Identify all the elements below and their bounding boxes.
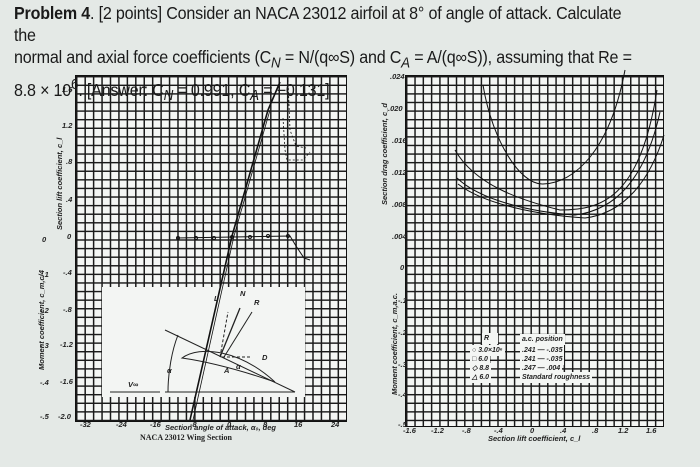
problem-line-2: normal and axial force coefficients (CN …: [14, 47, 632, 72]
legend-row: ○ 3.0×10⁶: [470, 345, 505, 356]
problem-line-3: 8.8 × 106. [Answer: CN = 0.991, CA = −0.…: [14, 77, 330, 105]
problem-line-1: Problem 4. [2 points] Consider an NACA 2…: [14, 3, 622, 45]
drag-curves: [454, 69, 665, 219]
problem-statement: Problem 4. [2 points] Consider an NACA 2…: [14, 2, 646, 108]
legend-ac: .241 — -.035: [520, 354, 565, 365]
legend-row: ◇ 8.8: [470, 363, 492, 374]
legend-r-header: R: [482, 333, 498, 344]
right-x-axis-label: Section lift coefficient, c_l: [488, 434, 581, 443]
lift-curve: [189, 79, 311, 421]
airfoil-diagram: [110, 307, 296, 393]
left-moment-curve: [175, 234, 311, 261]
legend-ac: Standard roughness: [520, 372, 593, 383]
legend-ac: .241 — -.035: [520, 345, 565, 356]
legend-row: △ 6.0: [470, 372, 492, 383]
legend-ac: .247 — .004: [520, 363, 563, 374]
chart-caption: NACA 23012 Wing Section: [140, 433, 232, 442]
left-x-axis-label: Section angle of attack, α₀, deg: [165, 423, 276, 432]
legend-row: □ 6.0: [470, 354, 490, 365]
drag-chart-grid: [405, 75, 664, 427]
legend-ac-header: a.c. position: [520, 334, 565, 345]
